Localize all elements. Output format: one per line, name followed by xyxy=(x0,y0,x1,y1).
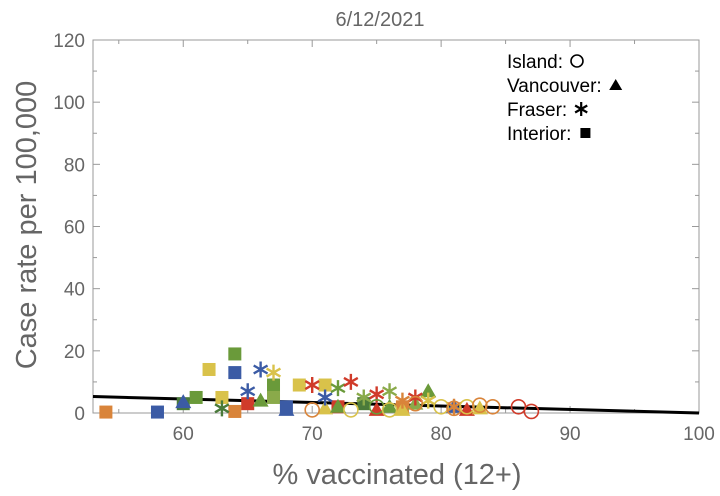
data-point-star xyxy=(407,389,423,406)
y-tick-label: 100 xyxy=(53,93,85,114)
data-point-triangle xyxy=(420,383,437,398)
data-point-square xyxy=(189,390,203,404)
y-tick-label: 80 xyxy=(64,155,85,176)
data-point-star xyxy=(240,383,256,400)
data-point-square xyxy=(318,378,332,392)
data-point-triangle xyxy=(381,398,398,413)
x-tick-label: 90 xyxy=(559,424,580,445)
data-point-star xyxy=(356,389,372,406)
data-point-circle-open xyxy=(407,395,424,412)
legend-label: Vancouver: xyxy=(507,76,602,97)
x-axis-title: % vaccinated (12+) xyxy=(272,459,521,491)
data-point-star xyxy=(343,373,359,390)
data-point-square xyxy=(150,405,164,419)
data-point-circle-open xyxy=(523,403,540,420)
plot-frame xyxy=(92,39,700,414)
data-point-circle-open xyxy=(446,400,462,417)
data-point-square xyxy=(267,378,281,392)
y-tick-label: 60 xyxy=(64,218,85,239)
y-tick-label: 120 xyxy=(53,31,85,52)
data-point-star xyxy=(394,392,410,409)
data-point-star xyxy=(253,361,269,378)
y-tick-label: 20 xyxy=(64,342,85,363)
data-point-square xyxy=(228,366,242,380)
data-point-circle-open xyxy=(433,398,449,415)
data-point-square xyxy=(241,397,255,411)
data-point-triangle xyxy=(252,392,269,407)
legend: Island: Vancouver: Fraser: Interior: xyxy=(507,52,623,145)
data-point-square xyxy=(267,390,281,404)
data-point-square xyxy=(292,378,306,392)
y-axis-title: Case rate per 100,000 xyxy=(11,81,43,370)
data-point-triangle xyxy=(394,401,411,416)
axis-ticks: 60 70 80 90 100 0 20 40 60 80 100 120 xyxy=(53,31,715,445)
data-point-triangle xyxy=(329,398,346,413)
legend-label: Island: xyxy=(507,52,563,73)
data-point-circle-open xyxy=(381,402,398,418)
data-point-circle-open xyxy=(459,398,475,415)
data-point-star xyxy=(330,380,346,397)
data-point-star xyxy=(382,383,398,400)
legend-star-icon xyxy=(574,102,588,116)
legend-label: Fraser: xyxy=(507,100,567,121)
data-points xyxy=(99,347,540,420)
data-point-circle-open xyxy=(472,397,488,414)
data-point-star xyxy=(265,364,282,381)
x-tick-label: 60 xyxy=(173,424,194,445)
chart-title: 6/12/2021 xyxy=(336,9,425,31)
legend-circle-icon xyxy=(570,54,584,68)
data-point-square xyxy=(202,362,216,376)
data-point-triangle xyxy=(175,394,192,409)
data-point-square xyxy=(215,390,229,404)
data-point-star xyxy=(369,386,385,403)
y-tick-label: 0 xyxy=(74,404,85,425)
data-point-square xyxy=(228,404,242,418)
x-tick-label: 100 xyxy=(683,424,715,445)
data-point-star xyxy=(317,389,333,406)
data-point-circle-open xyxy=(304,402,320,418)
data-point-triangle xyxy=(278,401,295,416)
legend-triangle-icon xyxy=(609,79,623,90)
data-point-triangle xyxy=(317,400,334,415)
data-point-star xyxy=(446,398,462,415)
x-tick-label: 80 xyxy=(431,424,452,445)
legend-label: Interior: xyxy=(507,124,571,145)
data-point-star xyxy=(304,377,320,394)
data-point-square xyxy=(228,347,242,361)
data-point-star xyxy=(420,392,436,409)
plot-area xyxy=(92,39,700,414)
data-point-circle-open xyxy=(343,402,359,418)
data-point-circle-open xyxy=(484,398,501,415)
data-point-square xyxy=(99,405,113,419)
legend-square-icon xyxy=(580,128,591,138)
y-tick-label: 40 xyxy=(64,280,85,301)
x-tick-label: 70 xyxy=(302,424,323,445)
data-point-star xyxy=(214,400,230,417)
